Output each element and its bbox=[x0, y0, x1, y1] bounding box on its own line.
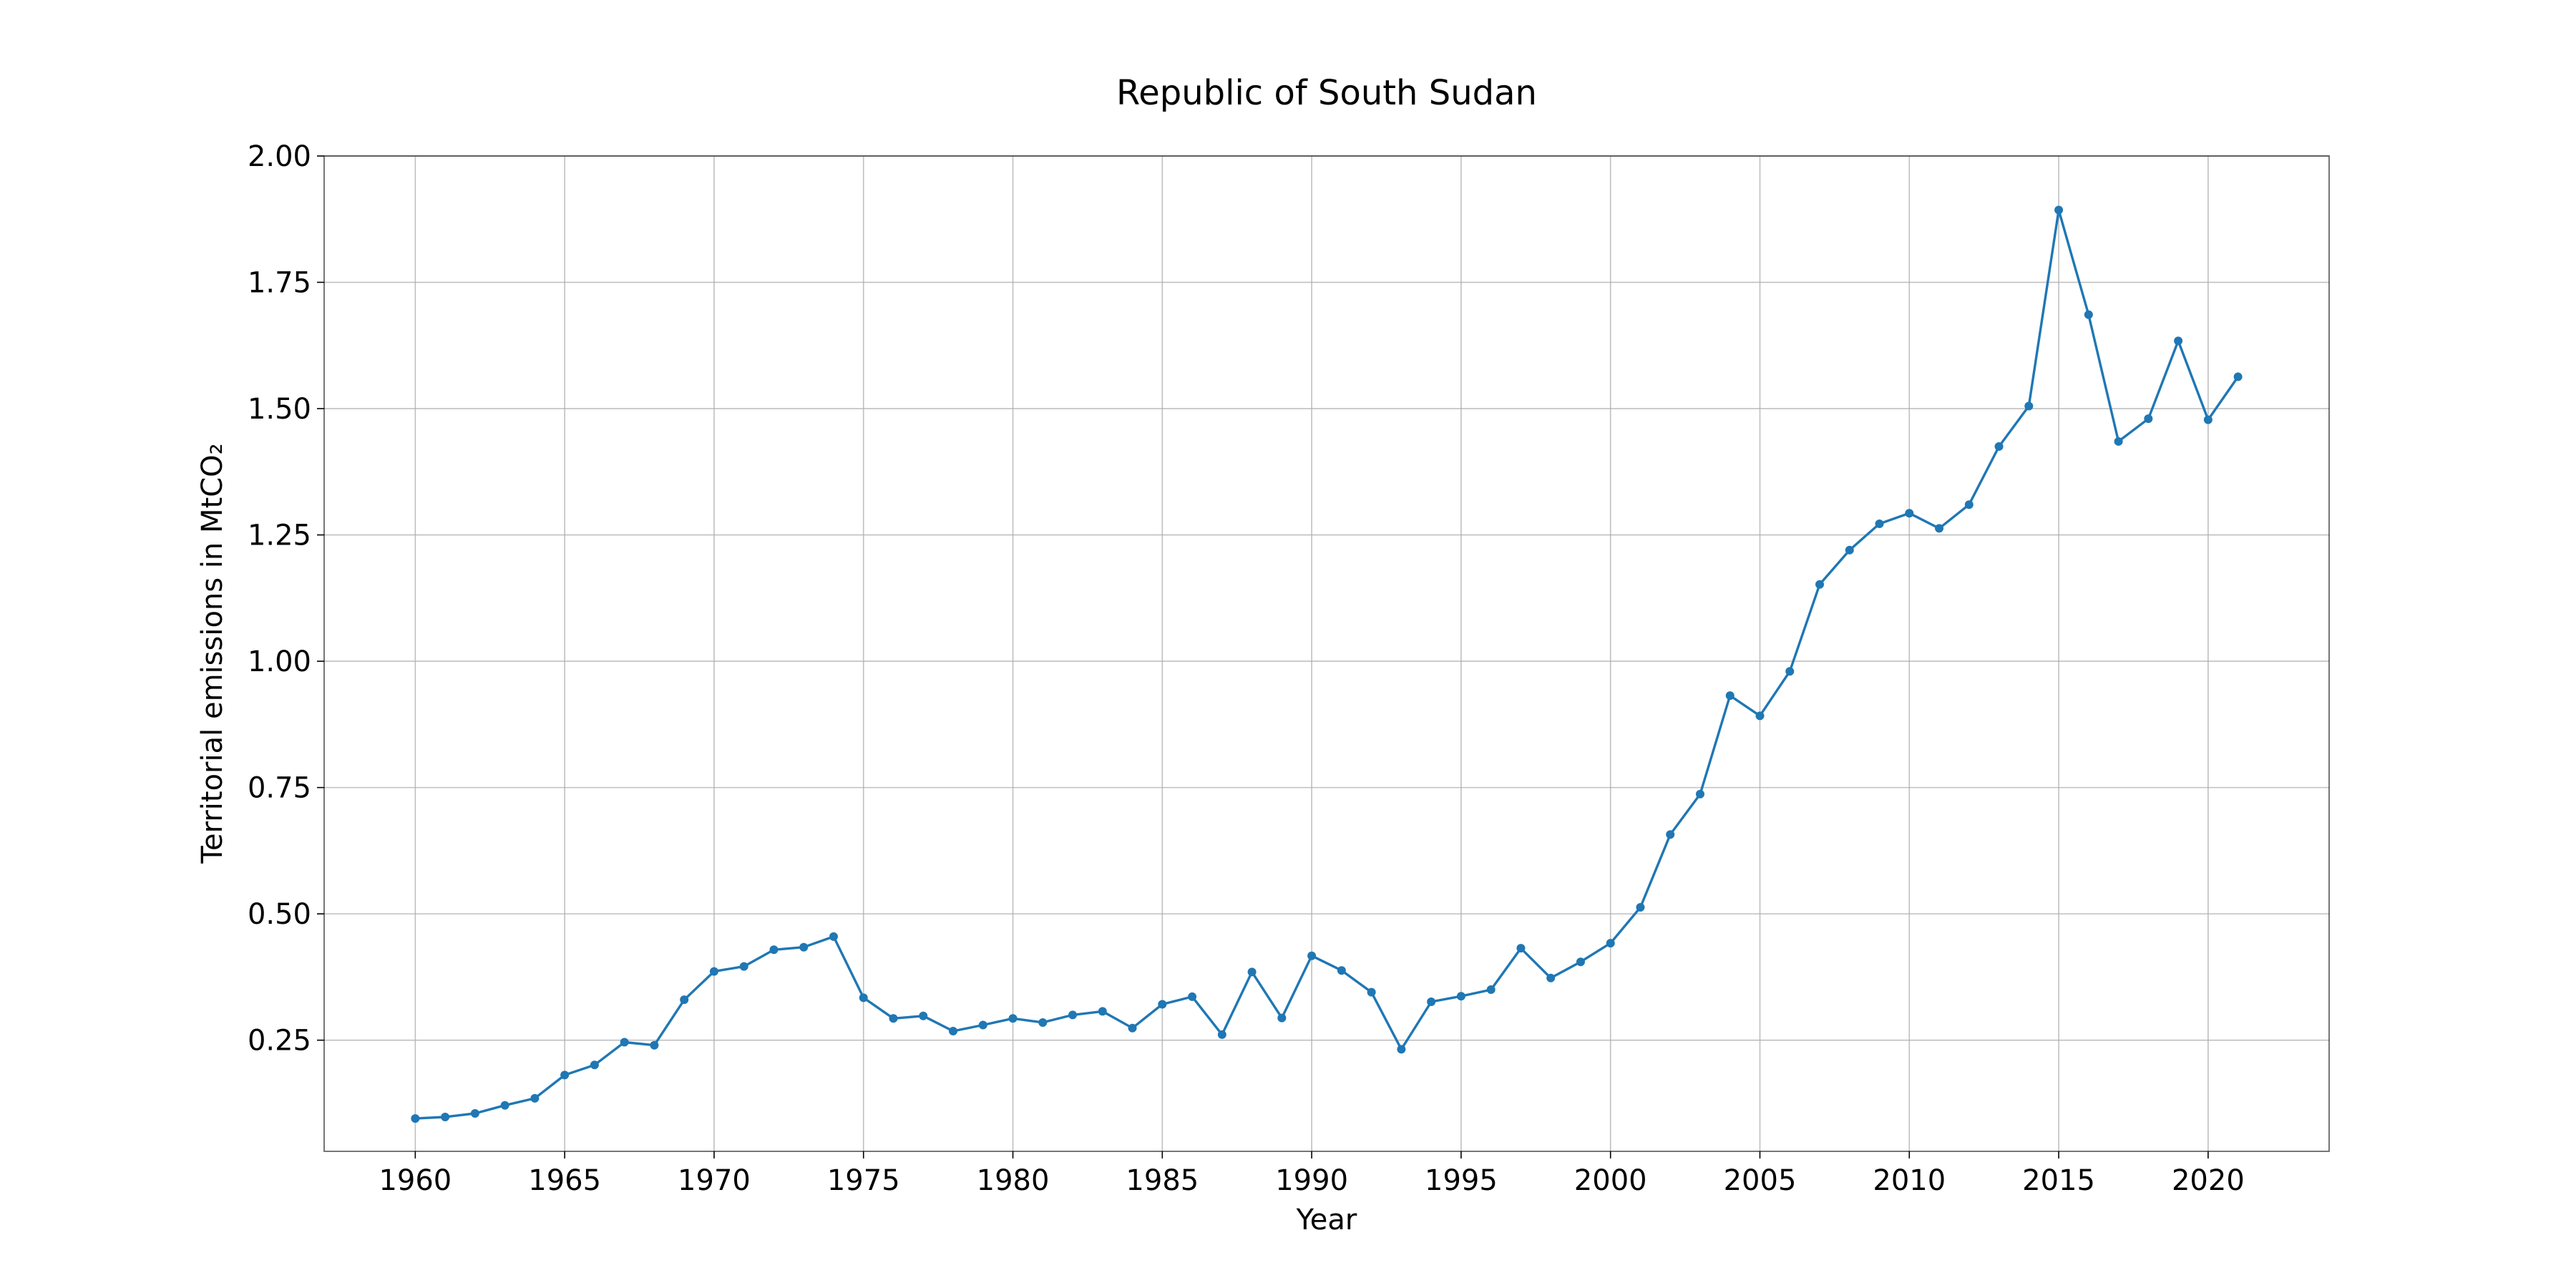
data-point bbox=[470, 1109, 479, 1118]
data-point bbox=[1725, 691, 1735, 701]
y-tick-label: 1.50 bbox=[248, 393, 311, 426]
data-point bbox=[2203, 415, 2212, 424]
data-layer bbox=[411, 205, 2243, 1123]
data-point bbox=[919, 1011, 928, 1020]
data-point bbox=[799, 942, 809, 952]
x-axis: 1960 1965 1970 1975 1980 1985 1990 1995 2000 2005… bbox=[379, 1151, 2245, 1197]
data-point bbox=[1785, 667, 1795, 676]
x-tick-label: 2015 bbox=[2022, 1164, 2095, 1197]
data-point bbox=[1755, 711, 1765, 721]
x-tick-label: 2005 bbox=[1724, 1164, 1797, 1197]
data-point bbox=[1456, 992, 1465, 1001]
data-point bbox=[2114, 436, 2123, 446]
data-point bbox=[1576, 957, 1585, 967]
y-tick-label: 1.25 bbox=[248, 519, 311, 552]
data-point bbox=[859, 993, 868, 1002]
data-point bbox=[1217, 1030, 1226, 1039]
x-tick-label: 2020 bbox=[2172, 1164, 2245, 1197]
data-point bbox=[1068, 1010, 1078, 1020]
data-point bbox=[1188, 992, 1197, 1001]
data-point bbox=[1397, 1045, 1406, 1054]
data-point bbox=[650, 1040, 659, 1050]
x-tick-label: 2000 bbox=[1574, 1164, 1647, 1197]
data-point bbox=[590, 1060, 599, 1070]
data-point bbox=[680, 995, 689, 1005]
chart-title: Republic of South Sudan bbox=[1116, 73, 1537, 113]
data-point bbox=[1516, 944, 1526, 953]
data-point bbox=[441, 1112, 450, 1121]
data-point bbox=[1128, 1023, 1137, 1033]
y-axis: 0.25 0.50 0.75 1.00 1.25 1.50 1.75 2.00 bbox=[248, 140, 324, 1058]
y-tick-label: 0.50 bbox=[248, 898, 311, 931]
data-point bbox=[2144, 414, 2153, 424]
data-point bbox=[1994, 442, 2004, 452]
y-tick-label: 1.00 bbox=[248, 645, 311, 678]
data-point bbox=[2054, 205, 2064, 215]
grid-lines bbox=[324, 155, 2329, 1151]
data-point bbox=[1636, 902, 1645, 912]
data-point bbox=[1815, 580, 1825, 589]
data-point bbox=[1367, 987, 1376, 997]
x-tick-label: 2010 bbox=[1873, 1164, 1946, 1197]
x-tick-label: 1985 bbox=[1126, 1164, 1199, 1197]
data-point bbox=[1695, 789, 1704, 799]
y-tick-label: 1.75 bbox=[248, 267, 311, 300]
data-point bbox=[1337, 966, 1346, 975]
y-axis-label: Territorial emissions in MtCO₂ bbox=[196, 443, 229, 864]
data-point bbox=[560, 1070, 570, 1080]
data-point bbox=[978, 1020, 987, 1030]
data-point bbox=[1307, 951, 1317, 960]
y-tick-label: 0.25 bbox=[248, 1025, 311, 1058]
data-point bbox=[949, 1026, 958, 1035]
x-tick-label: 1995 bbox=[1425, 1164, 1498, 1197]
x-tick-label: 1965 bbox=[528, 1164, 601, 1197]
data-point bbox=[1158, 1000, 1167, 1009]
x-axis-label: Year bbox=[1296, 1204, 1357, 1236]
x-tick-label: 1980 bbox=[977, 1164, 1050, 1197]
x-tick-label: 1990 bbox=[1275, 1164, 1348, 1197]
data-point bbox=[2233, 372, 2243, 381]
data-point bbox=[1546, 973, 1556, 982]
data-point bbox=[1008, 1014, 1018, 1023]
data-point bbox=[1486, 985, 1496, 995]
data-point bbox=[530, 1093, 540, 1103]
plot-frame bbox=[323, 155, 2330, 1152]
data-point bbox=[769, 945, 779, 955]
y-tick-label: 0.75 bbox=[248, 772, 311, 805]
data-point bbox=[1038, 1018, 1048, 1027]
data-point bbox=[1875, 519, 1884, 529]
data-point bbox=[889, 1014, 898, 1023]
x-tick-label: 1970 bbox=[678, 1164, 751, 1197]
data-point bbox=[1427, 997, 1436, 1006]
data-point bbox=[1277, 1013, 1287, 1023]
data-point bbox=[1964, 500, 1974, 509]
data-point bbox=[1098, 1007, 1107, 1016]
data-point bbox=[411, 1114, 420, 1123]
data-point bbox=[1845, 545, 1854, 555]
data-point bbox=[709, 967, 718, 976]
data-point bbox=[1935, 524, 1944, 533]
data-point bbox=[739, 962, 748, 971]
data-point bbox=[500, 1101, 509, 1110]
x-tick-label: 1960 bbox=[379, 1164, 452, 1197]
data-point bbox=[2084, 310, 2093, 319]
data-point bbox=[2174, 336, 2183, 346]
data-point bbox=[829, 932, 838, 941]
data-point bbox=[1666, 830, 1675, 839]
data-point bbox=[1905, 509, 1914, 518]
x-tick-label: 1975 bbox=[827, 1164, 900, 1197]
series-line bbox=[415, 208, 2239, 1120]
y-tick-label: 2.00 bbox=[248, 140, 311, 173]
data-point bbox=[620, 1038, 629, 1047]
data-point bbox=[2024, 401, 2034, 411]
data-point bbox=[1606, 939, 1615, 948]
data-point bbox=[1247, 967, 1257, 977]
